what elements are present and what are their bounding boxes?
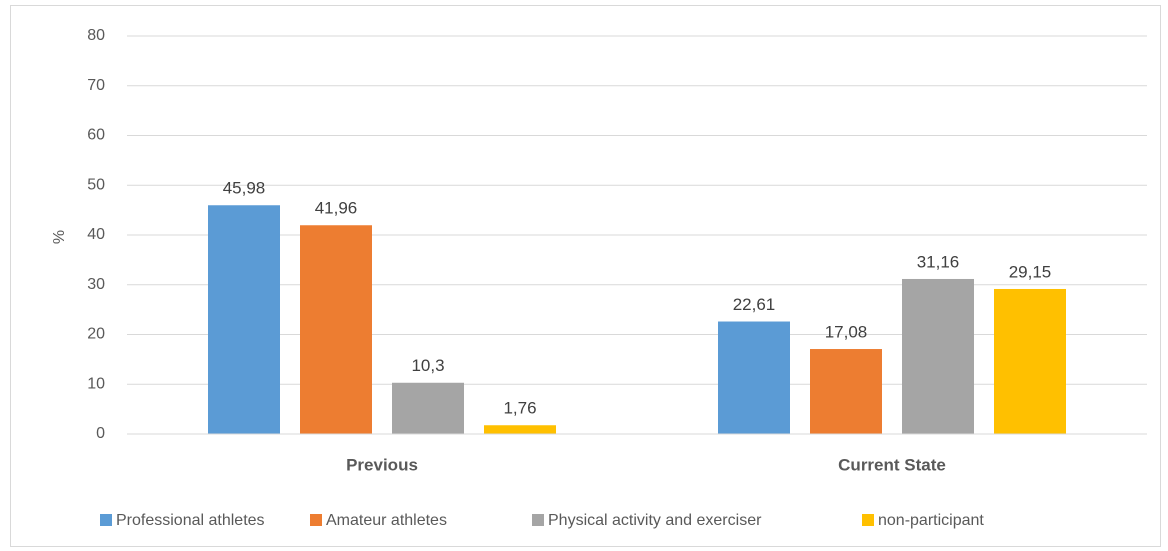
- data-label: 45,98: [223, 179, 266, 198]
- y-tick-label: 30: [87, 276, 105, 293]
- bar: [300, 225, 372, 434]
- bar: [810, 349, 882, 434]
- data-label: 31,16: [917, 252, 960, 271]
- bar: [392, 382, 464, 434]
- legend-swatch: [532, 514, 544, 526]
- bar: [994, 288, 1066, 434]
- bar: [484, 425, 556, 434]
- data-label: 22,61: [733, 295, 776, 314]
- legend-swatch: [862, 514, 874, 526]
- bar: [208, 205, 280, 434]
- y-tick-label: 0: [96, 425, 105, 442]
- legend-label: Professional athletes: [116, 512, 265, 529]
- legend-swatch: [310, 514, 322, 526]
- y-tick-label: 40: [87, 226, 105, 243]
- data-label: 17,08: [825, 323, 868, 342]
- y-tick-label: 60: [87, 127, 105, 144]
- bar: [902, 278, 974, 434]
- x-tick-label: Current State: [838, 455, 946, 474]
- y-tick-label: 80: [87, 27, 105, 44]
- data-label: 41,96: [315, 199, 358, 218]
- legend-label: Amateur athletes: [326, 512, 447, 529]
- y-tick-label: 50: [87, 176, 105, 193]
- data-label: 1,76: [503, 399, 536, 418]
- y-tick-label: 20: [87, 326, 105, 343]
- data-label: 10,3: [411, 356, 444, 375]
- y-axis-label: %: [51, 230, 68, 244]
- legend-swatch: [100, 514, 112, 526]
- legend-label: non-participant: [878, 512, 984, 529]
- legend-label: Physical activity and exerciser: [548, 512, 762, 529]
- y-tick-label: 70: [87, 77, 105, 94]
- data-label: 29,15: [1009, 262, 1052, 281]
- chart-frame: [10, 5, 1161, 547]
- y-tick-label: 10: [87, 375, 105, 392]
- x-tick-label: Previous: [346, 455, 418, 474]
- bar: [718, 321, 790, 434]
